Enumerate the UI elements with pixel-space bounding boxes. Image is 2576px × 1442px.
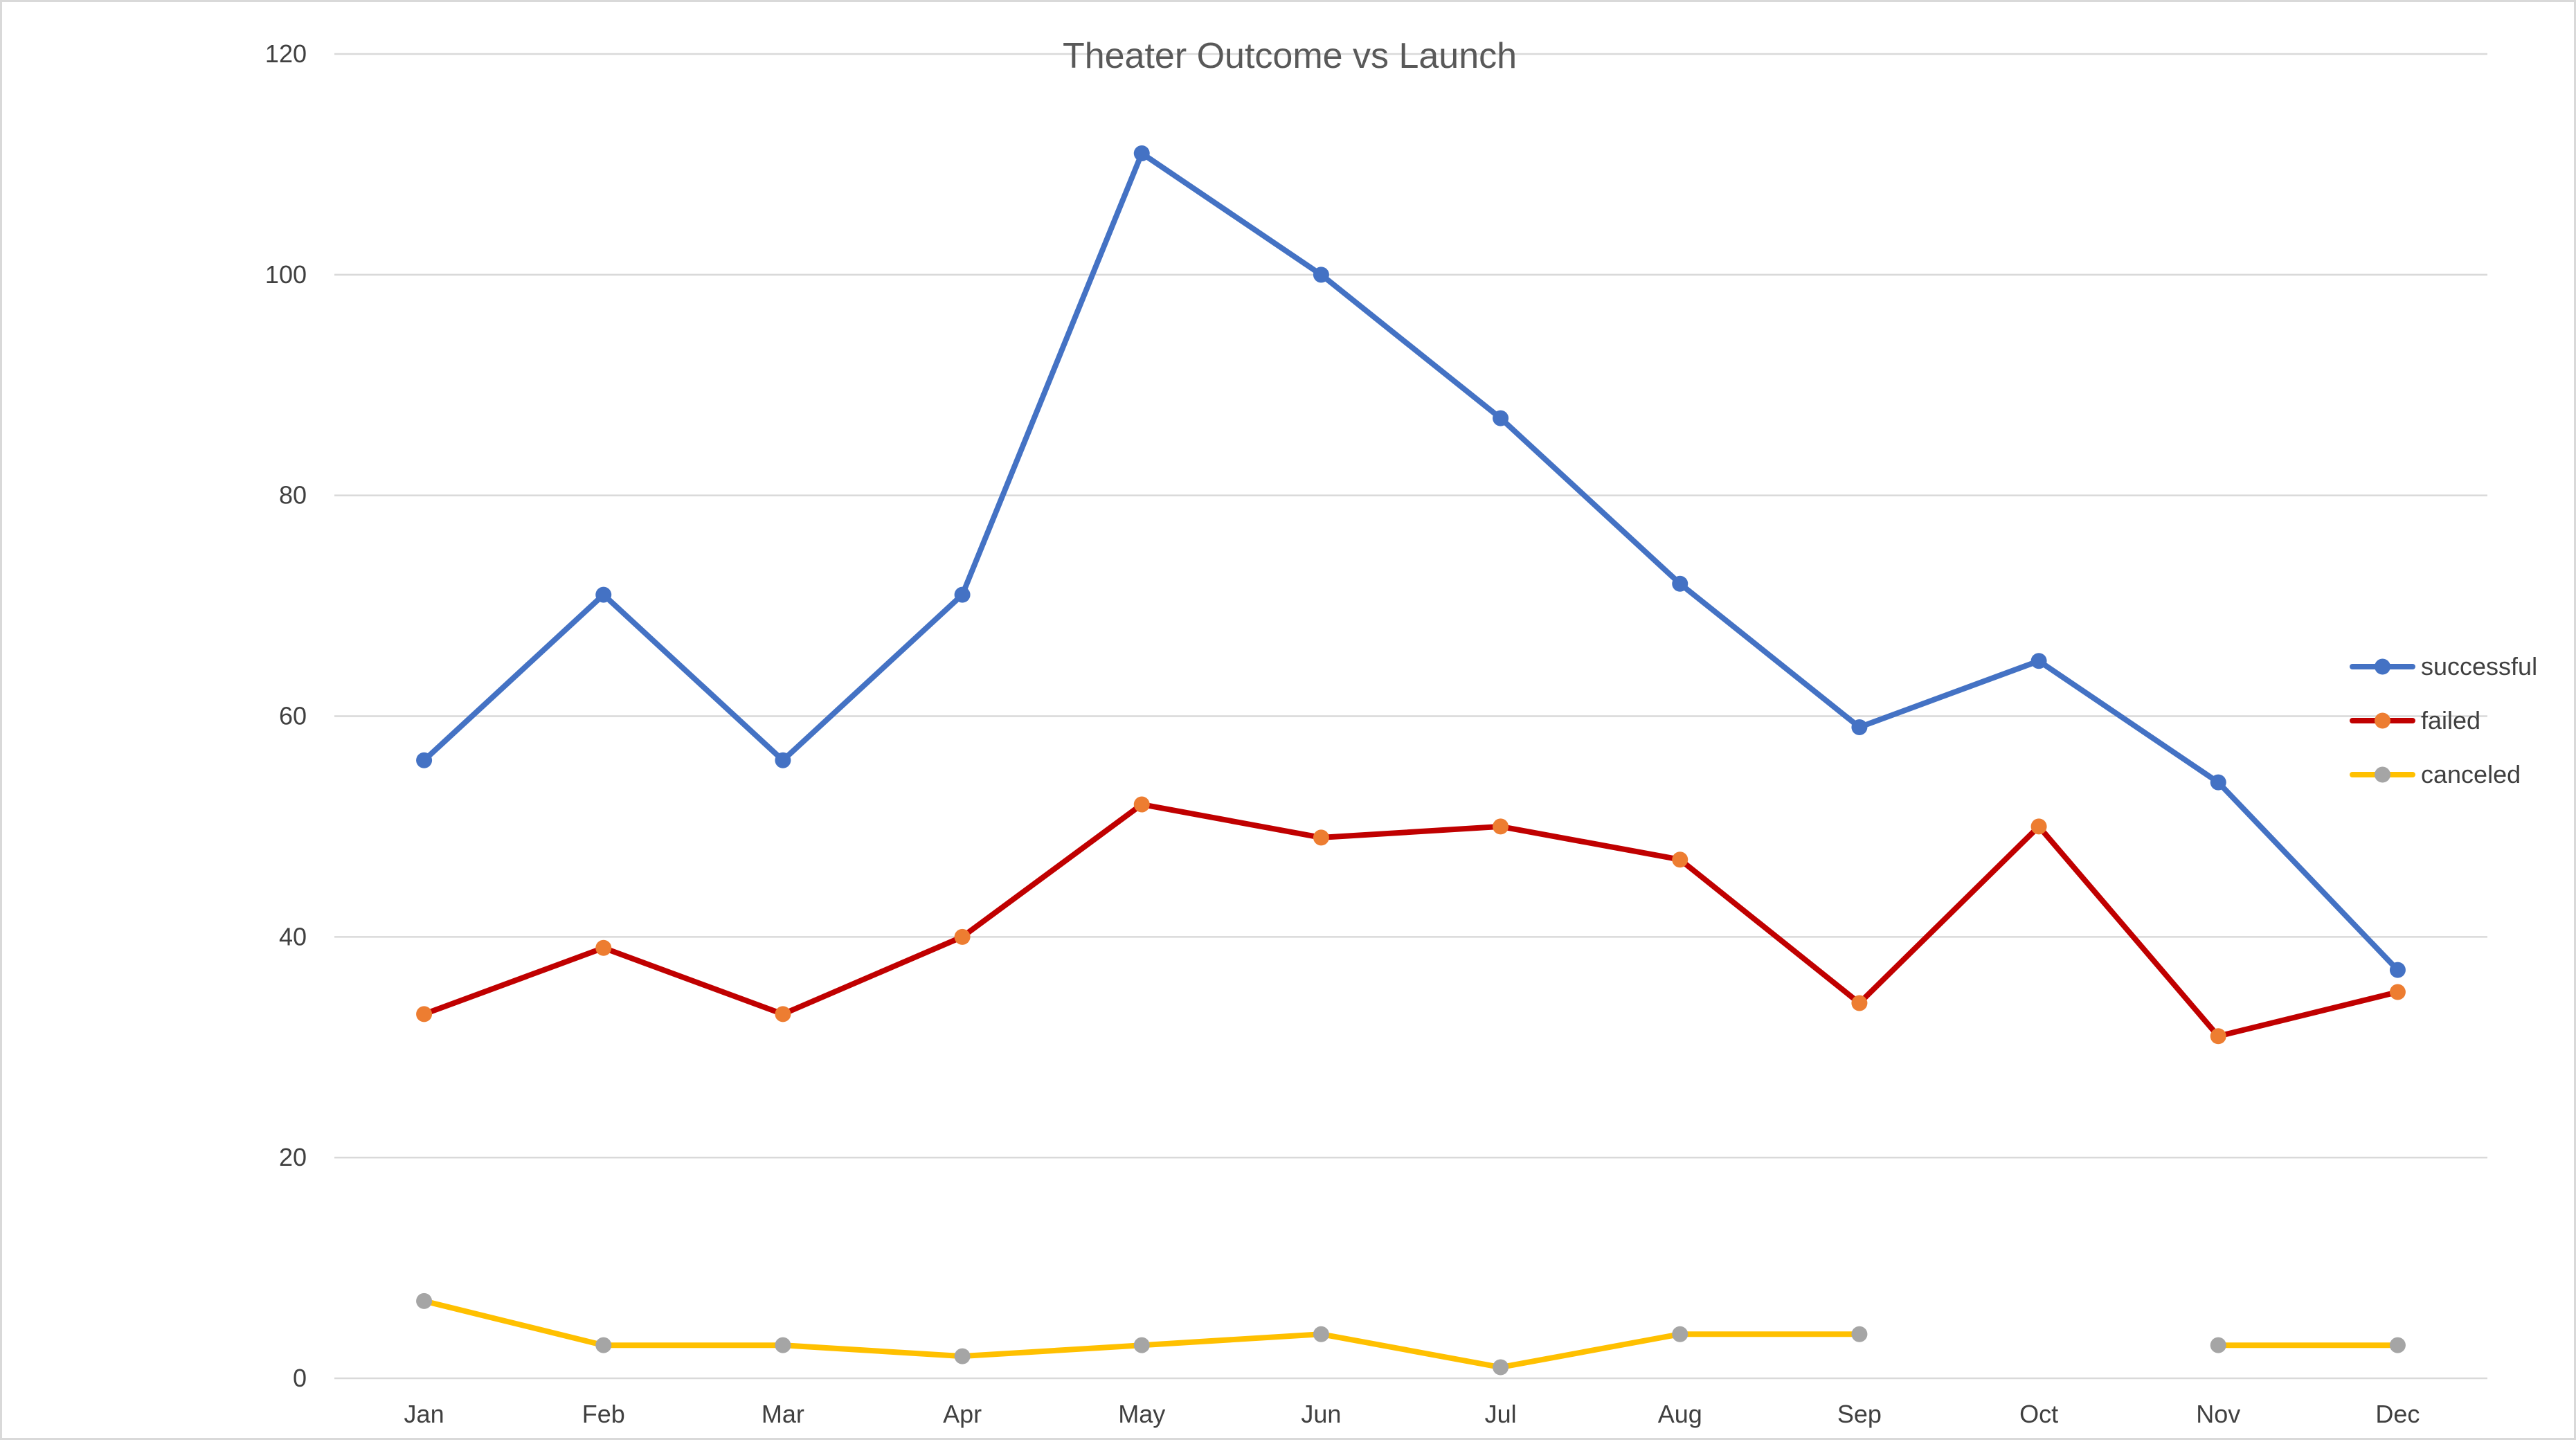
- data-point-successful: [954, 586, 971, 603]
- legend-marker-swatch: [2375, 766, 2390, 783]
- data-point-canceled: [595, 1337, 612, 1353]
- data-point-successful: [2389, 962, 2406, 978]
- series-successful: [416, 145, 2406, 978]
- data-point-failed: [1133, 796, 1150, 813]
- series-line-canceled: [421, 1298, 2401, 1371]
- data-point-canceled: [2389, 1337, 2406, 1353]
- series-canceled: [416, 1292, 2406, 1376]
- x-tick-label: Dec: [2375, 1400, 2420, 1428]
- x-tick-label: May: [1118, 1400, 1165, 1428]
- chart-title: Theater Outcome vs Launch: [1063, 36, 1517, 76]
- y-tick-label: 60: [279, 702, 307, 730]
- data-point-canceled: [416, 1292, 433, 1309]
- x-tick-label: Mar: [762, 1400, 804, 1428]
- series-line-successful: [421, 150, 2401, 973]
- series-failed: [416, 796, 2406, 1045]
- data-point-successful: [1493, 410, 1509, 426]
- y-tick-label: 120: [265, 39, 307, 68]
- y-axis-tick-labels: 0 20 40 60 80 100 120: [265, 39, 307, 1392]
- x-axis-tick-labels: Jan Feb Mar Apr May Jun Jul Aug Sep Oct Nov Dec: [404, 1400, 2420, 1428]
- x-tick-label: Oct: [2019, 1400, 2058, 1428]
- data-point-canceled: [954, 1348, 971, 1364]
- y-tick-label: 40: [279, 922, 307, 950]
- data-point-failed: [2389, 984, 2406, 1000]
- legend-item-canceled: canceled: [2350, 760, 2521, 788]
- series-line-failed: [421, 802, 2401, 1039]
- data-point-failed: [954, 928, 971, 945]
- data-point-failed: [1851, 995, 1868, 1011]
- data-point-failed: [2030, 818, 2047, 835]
- y-tick-label: 100: [265, 260, 307, 289]
- data-point-successful: [2030, 653, 2047, 669]
- x-tick-label: Jul: [1485, 1400, 1517, 1428]
- data-point-canceled: [1133, 1337, 1150, 1353]
- series-lines: [416, 145, 2406, 1376]
- legend-label: canceled: [2421, 760, 2521, 788]
- data-point-successful: [775, 752, 791, 768]
- x-tick-label: Jan: [404, 1400, 444, 1428]
- data-point-canceled: [1493, 1359, 1509, 1376]
- legend-marker-swatch: [2375, 658, 2390, 675]
- x-tick-label: Aug: [1658, 1400, 1702, 1428]
- data-point-successful: [1851, 719, 1868, 735]
- data-point-canceled: [775, 1337, 791, 1353]
- x-tick-label: Nov: [2196, 1400, 2240, 1428]
- data-point-successful: [1313, 267, 1329, 283]
- y-tick-label: 0: [293, 1364, 307, 1392]
- data-point-successful: [1672, 575, 1688, 592]
- data-point-canceled: [1672, 1326, 1688, 1342]
- y-tick-label: 80: [279, 481, 307, 510]
- data-point-successful: [1133, 145, 1150, 161]
- data-point-canceled: [1313, 1326, 1329, 1342]
- data-point-failed: [775, 1006, 791, 1022]
- data-point-failed: [2210, 1028, 2226, 1045]
- x-tick-label: Apr: [943, 1400, 982, 1428]
- data-point-successful: [416, 752, 433, 768]
- legend: successful failed canceled: [2350, 652, 2537, 788]
- data-point-failed: [1493, 818, 1509, 835]
- legend-label: failed: [2421, 706, 2480, 734]
- data-point-failed: [1313, 829, 1329, 846]
- x-tick-label: Sep: [1837, 1400, 1882, 1428]
- data-point-failed: [1672, 851, 1688, 868]
- data-point-successful: [2210, 774, 2226, 791]
- data-point-successful: [595, 586, 612, 603]
- data-point-failed: [595, 939, 612, 956]
- y-tick-label: 20: [279, 1143, 307, 1171]
- data-point-failed: [416, 1006, 433, 1022]
- legend-item-successful: successful: [2350, 652, 2537, 681]
- legend-label: successful: [2421, 652, 2537, 681]
- data-point-canceled: [1851, 1326, 1868, 1342]
- data-point-canceled: [2210, 1337, 2226, 1353]
- x-tick-label: Jun: [1301, 1400, 1341, 1428]
- gridlines: [334, 53, 2487, 1380]
- legend-item-failed: failed: [2350, 706, 2480, 734]
- legend-marker-swatch: [2375, 712, 2390, 729]
- x-tick-label: Feb: [582, 1400, 625, 1428]
